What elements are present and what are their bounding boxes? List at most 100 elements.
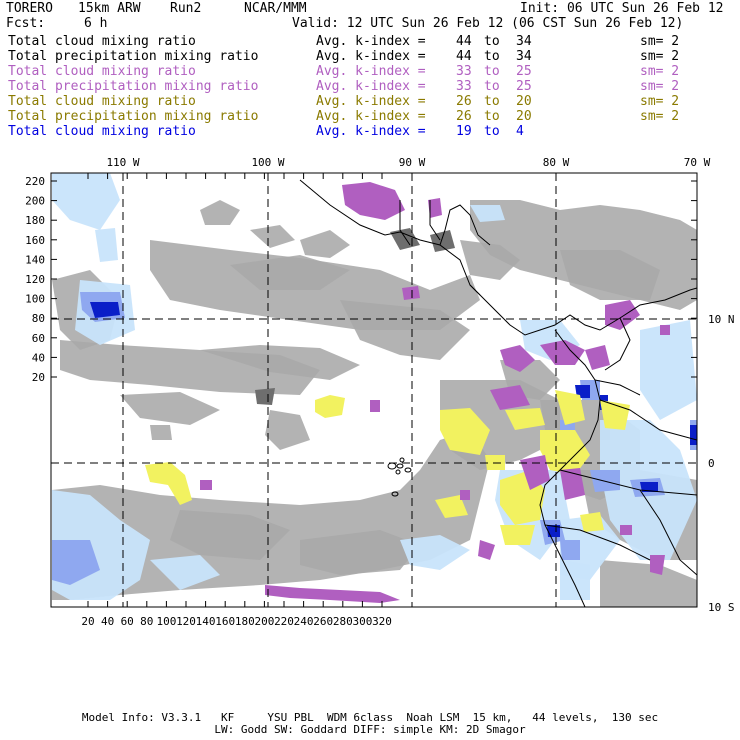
legend-avg-label: Avg. k-index = [316,79,426,94]
legend-from: 26 [456,109,472,124]
cloud-light-blue [52,173,120,230]
x-tick-label: 180 [235,615,255,628]
legend-avg-label: Avg. k-index = [316,109,426,124]
cloud-yellow [315,395,345,418]
cloud-dark-blue [547,525,560,537]
coastline [544,524,651,561]
legend-field: Total precipitation mixing ratio [8,49,259,64]
coastline [604,317,631,371]
x-tick-label: 80 [140,615,153,628]
cloud-purple [370,400,380,412]
cloud-dark-gray [255,388,275,405]
legend-row: Total cloud mixing ratio Avg. k-index = 33… [8,64,728,79]
footer-model-info: Model Info: V3.3.1 KF YSU PBL WDM 6class… [81,711,659,724]
cloud-yellow [540,430,590,475]
legend-avg-label: Avg. k-index = [316,94,426,109]
header-org: NCAR/MMM [244,1,307,16]
x-tick-label: 20 [81,615,94,628]
cloud-mid-blue [560,540,580,560]
legend-from: 19 [456,124,472,139]
legend-field: Total precipitation mixing ratio [8,109,259,124]
cloud-gray [230,255,350,290]
cloud-purple [500,345,535,372]
legend-sm: sm= 2 [640,94,680,109]
x-tick-label: 320 [372,615,392,628]
legend-from: 33 [456,79,472,94]
cloud-yellow [505,408,545,430]
cloud-purple [520,455,550,490]
cloud-light-blue [400,535,470,570]
plot-frame [50,172,698,608]
cloud-purple [650,555,665,575]
x-tick-label: 200 [254,615,274,628]
legend-avg-label: Avg. k-index = [316,64,426,79]
cloud-gray [600,560,697,607]
cloud-purple [560,468,585,500]
legend-to: 25 [516,79,532,94]
cloud-purple [605,300,640,330]
y-tick-label: 80 [32,312,45,325]
cloud-gray [200,200,240,225]
header-fcst-label: Fcst: [6,16,46,31]
legend-avg-label: Avg. k-index = [316,124,426,139]
y-tick-label: 40 [32,351,45,364]
cloud-gray [170,510,290,560]
coastline [439,204,491,246]
legend-field: Total cloud mixing ratio [8,34,196,49]
cloud-gray [250,225,295,248]
coastline [559,469,697,496]
y-tick-label: 180 [25,214,45,227]
legend-to: 20 [516,109,532,124]
legend-field: Total precipitation mixing ratio [8,79,259,94]
cloud-purple [342,182,405,220]
x-tick-label: 300 [352,615,372,628]
x-tick-label: 100 [156,615,176,628]
cloud-purple [402,286,420,300]
lon-label: 100 W [251,156,284,169]
y-tick-label: 160 [25,234,45,247]
legend-to-label: to [484,124,500,139]
legend-row: Total precipitation mixing ratio Avg. k-i… [8,49,728,64]
cloud-gray [200,345,360,380]
cloud-yellow [500,525,535,545]
cloud-dark-blue [90,302,120,318]
cloud-purple [620,525,632,535]
cloud-gray [300,230,350,258]
y-tick-label: 60 [32,332,45,345]
legend-sm: sm= 2 [640,49,680,64]
coastline [599,399,697,441]
legend-row: Total precipitation mixing ratio Avg. k-i… [8,109,728,124]
legend-to-label: to [484,94,500,109]
lon-label: 80 W [543,156,570,169]
header-resolution: 15km ARW [78,1,141,16]
coastline [299,179,697,336]
field-layer [51,173,697,607]
cloud-light-blue [95,228,118,262]
y-tick-label: 20 [32,371,45,384]
cloud-yellow [440,408,490,455]
coastline [539,329,601,607]
legend-sm: sm= 2 [640,109,680,124]
legend-field: Total cloud mixing ratio [8,124,196,139]
island [399,457,405,463]
plot-area [50,172,698,608]
x-tick-label: 140 [196,615,216,628]
cloud-mid-blue [52,540,100,585]
header-init: Init: 06 UTC Sun 26 Feb 12 [520,1,724,16]
lon-label: 90 W [399,156,426,169]
island [404,467,412,473]
legend-sm: sm= 2 [640,34,680,49]
coastline [639,489,697,576]
header-model: TORERO [6,1,53,16]
legend-to-label: to [484,109,500,124]
island [395,469,401,475]
y-tick-label: 100 [25,293,45,306]
header-run: Run2 [170,1,202,16]
x-tick-label: 160 [215,615,235,628]
x-tick-label: 240 [294,615,314,628]
cloud-yellow [145,462,192,505]
legend-from: 44 [456,34,472,49]
cloud-purple [428,198,442,218]
lat-label: 10 S [708,601,735,614]
